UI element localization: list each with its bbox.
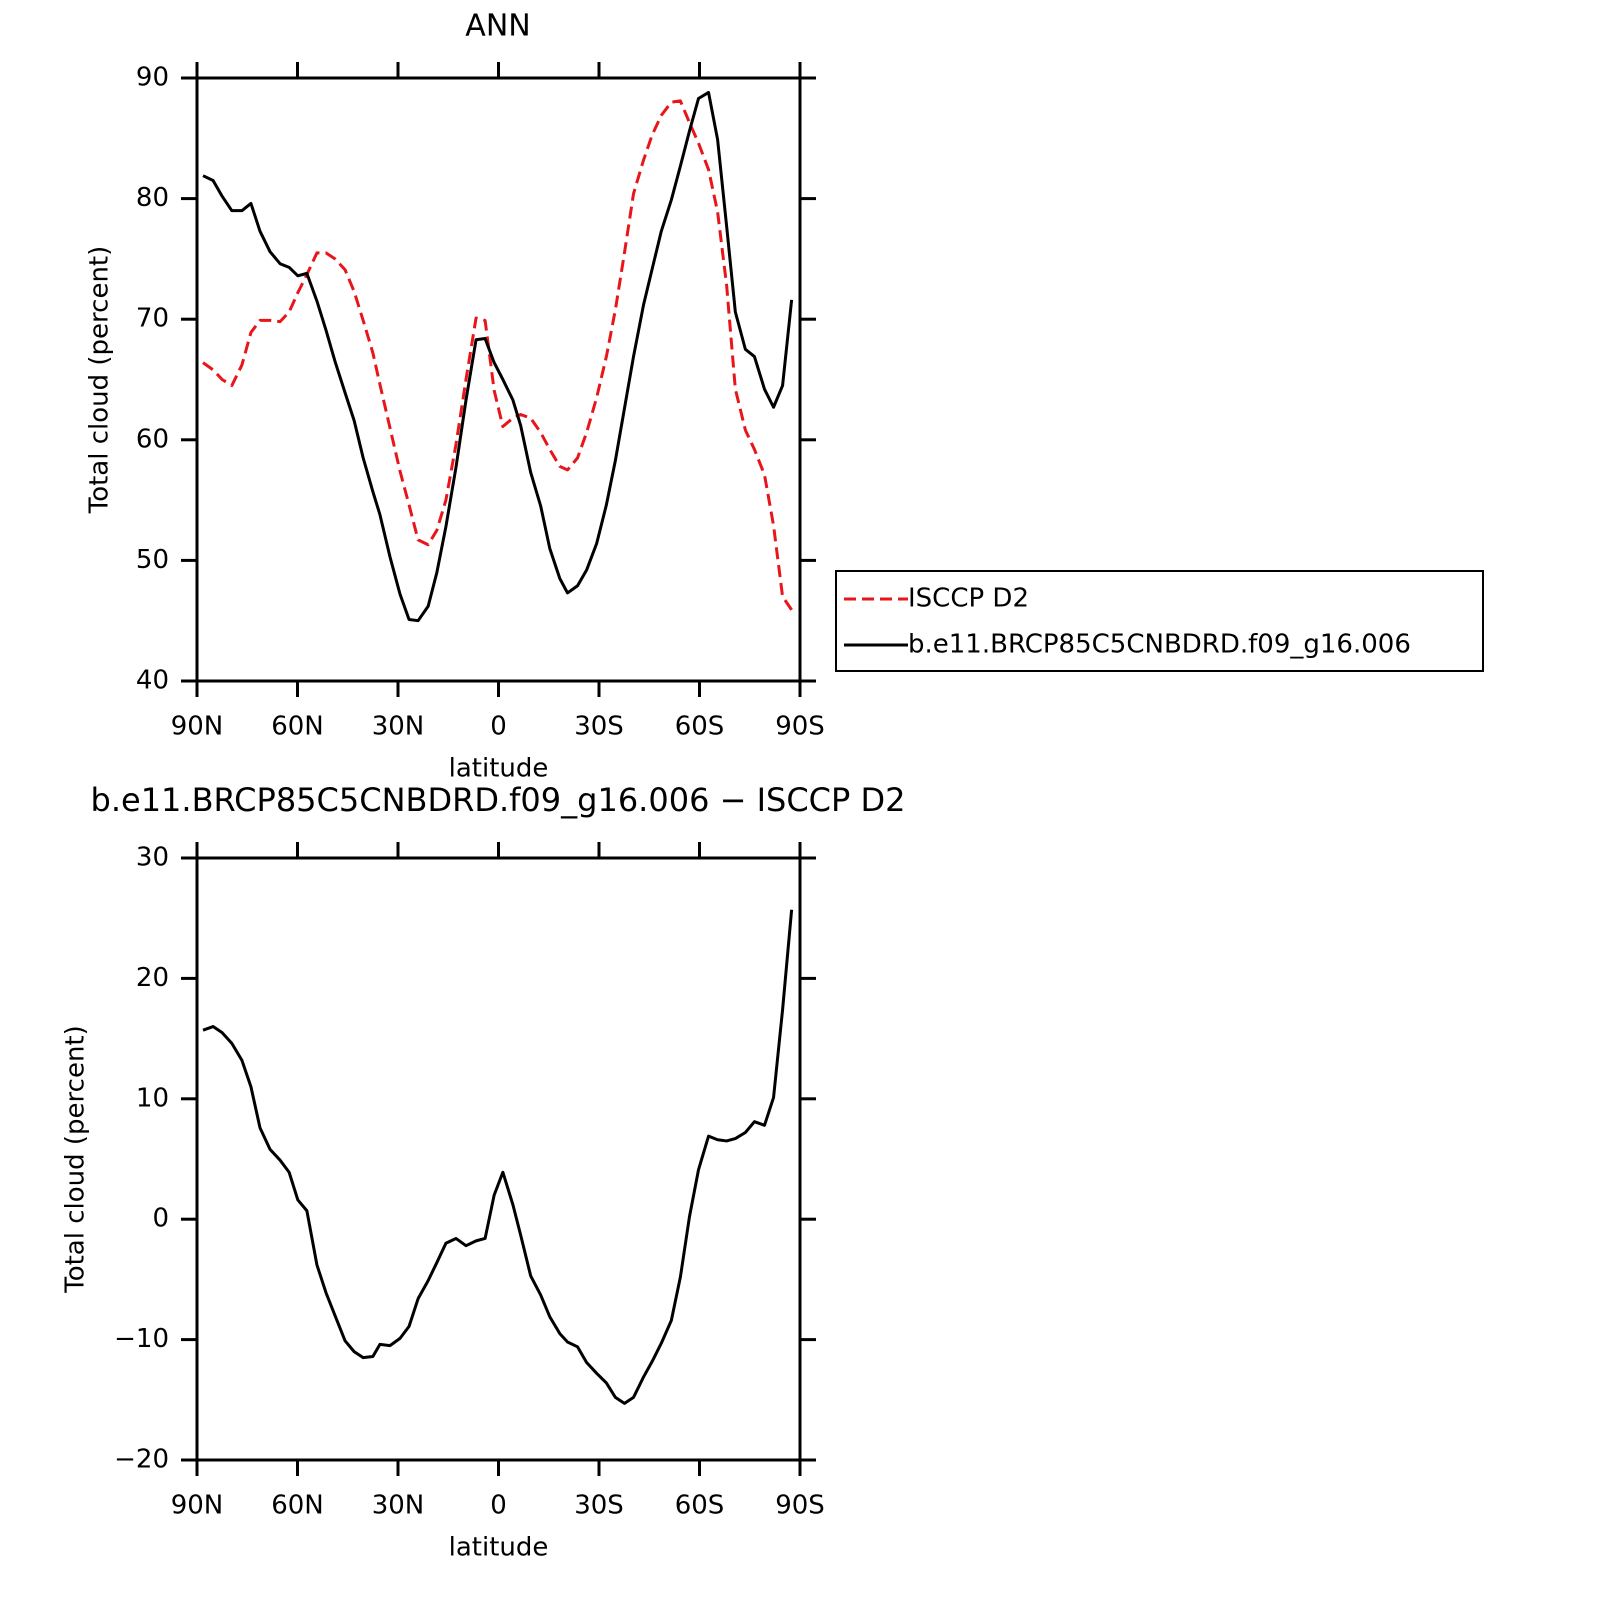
x-tick-label: 90N <box>171 1491 224 1521</box>
x-tick-label: 60S <box>675 712 725 742</box>
x-tick-label: 30S <box>574 1491 624 1521</box>
y-tick-label: 20 <box>136 963 169 993</box>
x-tick-label: 90S <box>775 1491 825 1521</box>
data-line <box>202 99 793 611</box>
y-tick-label: 50 <box>136 545 169 575</box>
x-tick-label: 60S <box>675 1491 725 1521</box>
data-line <box>202 90 794 623</box>
x-tick-label: 90N <box>171 712 224 742</box>
y-axis-label: Total cloud (percent) <box>61 1025 91 1294</box>
legend-label: ISCCP D2 <box>908 584 1029 614</box>
x-tick-label: 30N <box>372 1491 425 1521</box>
chart-title: ANN <box>465 9 530 44</box>
plot-frame <box>195 856 802 1462</box>
y-axis-label: Total cloud (percent) <box>85 246 115 515</box>
x-tick-label: 90S <box>775 712 825 742</box>
y-tick-label: 10 <box>136 1083 169 1113</box>
y-tick-label: 80 <box>136 183 169 213</box>
y-tick-label: 70 <box>136 304 169 334</box>
x-tick-label: 30N <box>372 712 425 742</box>
legend-label: b.e11.BRCP85C5CNBDRD.f09_g16.006 <box>908 630 1411 660</box>
x-tick-label: 0 <box>490 712 507 742</box>
y-tick-label: −10 <box>114 1324 169 1354</box>
y-tick-label: 60 <box>136 424 169 454</box>
x-tick-label: 30S <box>574 712 624 742</box>
y-tick-label: −20 <box>114 1445 169 1475</box>
y-tick-label: 40 <box>136 666 169 696</box>
data-line <box>202 909 794 1405</box>
y-tick-label: 30 <box>136 843 169 873</box>
legend-box <box>835 570 1484 672</box>
x-tick-label: 60N <box>271 1491 324 1521</box>
x-axis-label: latitude <box>449 754 549 784</box>
x-tick-label: 0 <box>490 1491 507 1521</box>
x-axis-label: latitude <box>449 1533 549 1563</box>
x-tick-label: 60N <box>271 712 324 742</box>
y-tick-label: 0 <box>152 1204 169 1234</box>
chart-title: b.e11.BRCP85C5CNBDRD.f09_g16.006 − ISCCP… <box>91 781 906 819</box>
y-tick-label: 90 <box>136 63 169 93</box>
